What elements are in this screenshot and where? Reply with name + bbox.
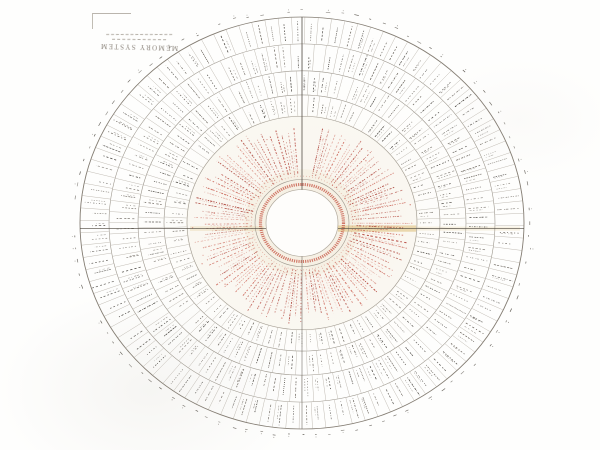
page-corner-mark [92, 13, 131, 29]
